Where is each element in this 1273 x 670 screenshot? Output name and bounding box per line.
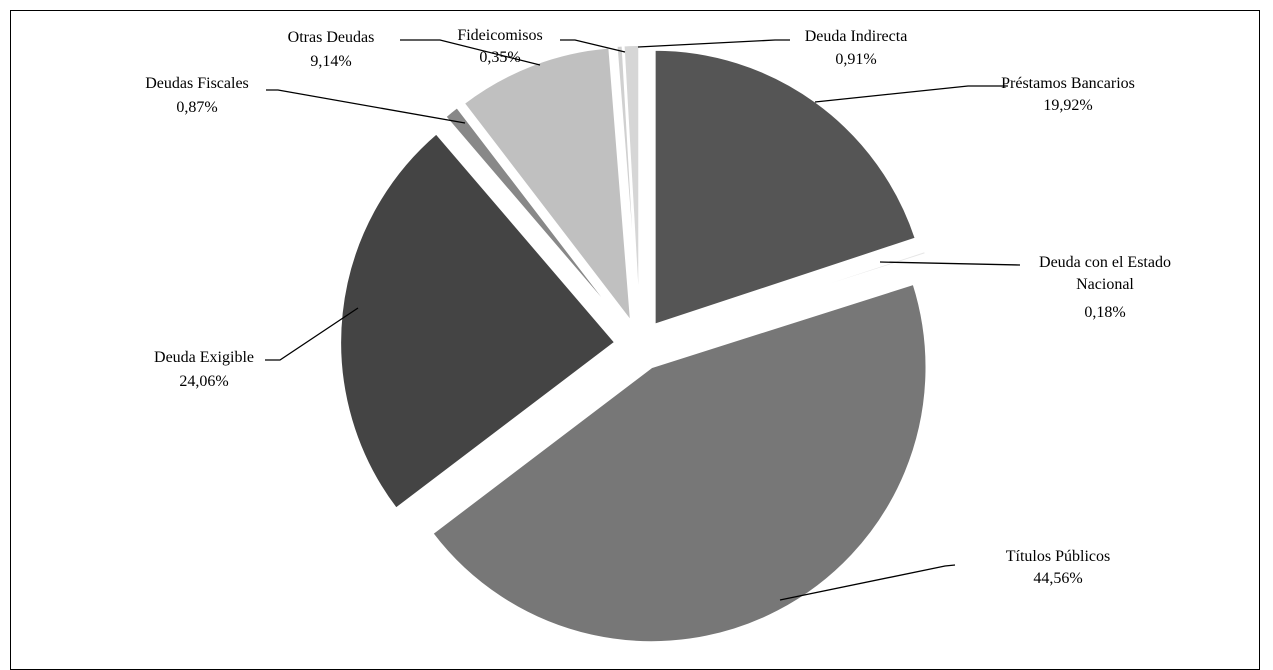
data-label-value-fideicomisos: 0,35% — [479, 49, 520, 66]
pie-slice-deudas-fiscales — [443, 105, 626, 327]
leader-line-prestamos-bancarios — [814, 85, 1008, 103]
data-label-value-titulos-publicos: 44,56% — [1033, 570, 1082, 587]
data-label-value-deuda-con-el-estado-nacional: 0,18% — [1084, 304, 1125, 321]
leader-line-deuda-exigible — [265, 307, 359, 361]
data-label-name-deuda-exigible-0: Deuda Exigible — [154, 349, 254, 366]
data-label-value-deudas-fiscales: 0,87% — [176, 99, 217, 116]
data-label-value-deuda-exigible: 24,06% — [179, 373, 228, 390]
pie-slice-deuda-exigible — [339, 132, 617, 511]
data-label-name-otras-deudas-0: Otras Deudas — [288, 29, 375, 46]
pie-slice-deuda-con-el-estado-nacional — [663, 249, 928, 339]
data-label-name-deuda-indirecta-0: Deuda Indirecta — [805, 28, 908, 45]
data-label-name-prestamos-bancarios-0: Préstamos Bancarios — [1001, 75, 1135, 92]
data-label-value-deuda-indirecta: 0,91% — [835, 51, 876, 68]
leader-line-deuda-indirecta — [637, 39, 790, 48]
pie-slice-otras-deudas — [462, 46, 633, 325]
leader-line-titulos-publicos — [779, 564, 956, 601]
leader-line-otras-deudas — [400, 39, 541, 66]
leader-line-deuda-con-el-estado-nacional — [879, 261, 1021, 266]
pie-slice-prestamos-bancarios — [653, 48, 918, 327]
data-label-name-deuda-con-el-estado-nacional-1: Nacional — [1076, 276, 1134, 293]
leader-line-fideicomisos — [560, 39, 626, 53]
data-label-name-titulos-publicos-0: Títulos Públicos — [1006, 548, 1110, 565]
data-label-name-deuda-con-el-estado-nacional-0: Deuda con el Estado — [1039, 254, 1171, 271]
data-label-name-deudas-fiscales-0: Deudas Fiscales — [145, 75, 249, 92]
data-label-value-prestamos-bancarios: 19,92% — [1043, 97, 1092, 114]
data-label-name-fideicomisos-0: Fideicomisos — [457, 27, 542, 44]
data-label-value-otras-deudas: 9,14% — [310, 53, 351, 70]
leader-line-deudas-fiscales — [266, 89, 466, 124]
pie-slice-titulos-publicos — [431, 282, 928, 644]
pie-slice-deuda-indirecta — [622, 44, 641, 321]
